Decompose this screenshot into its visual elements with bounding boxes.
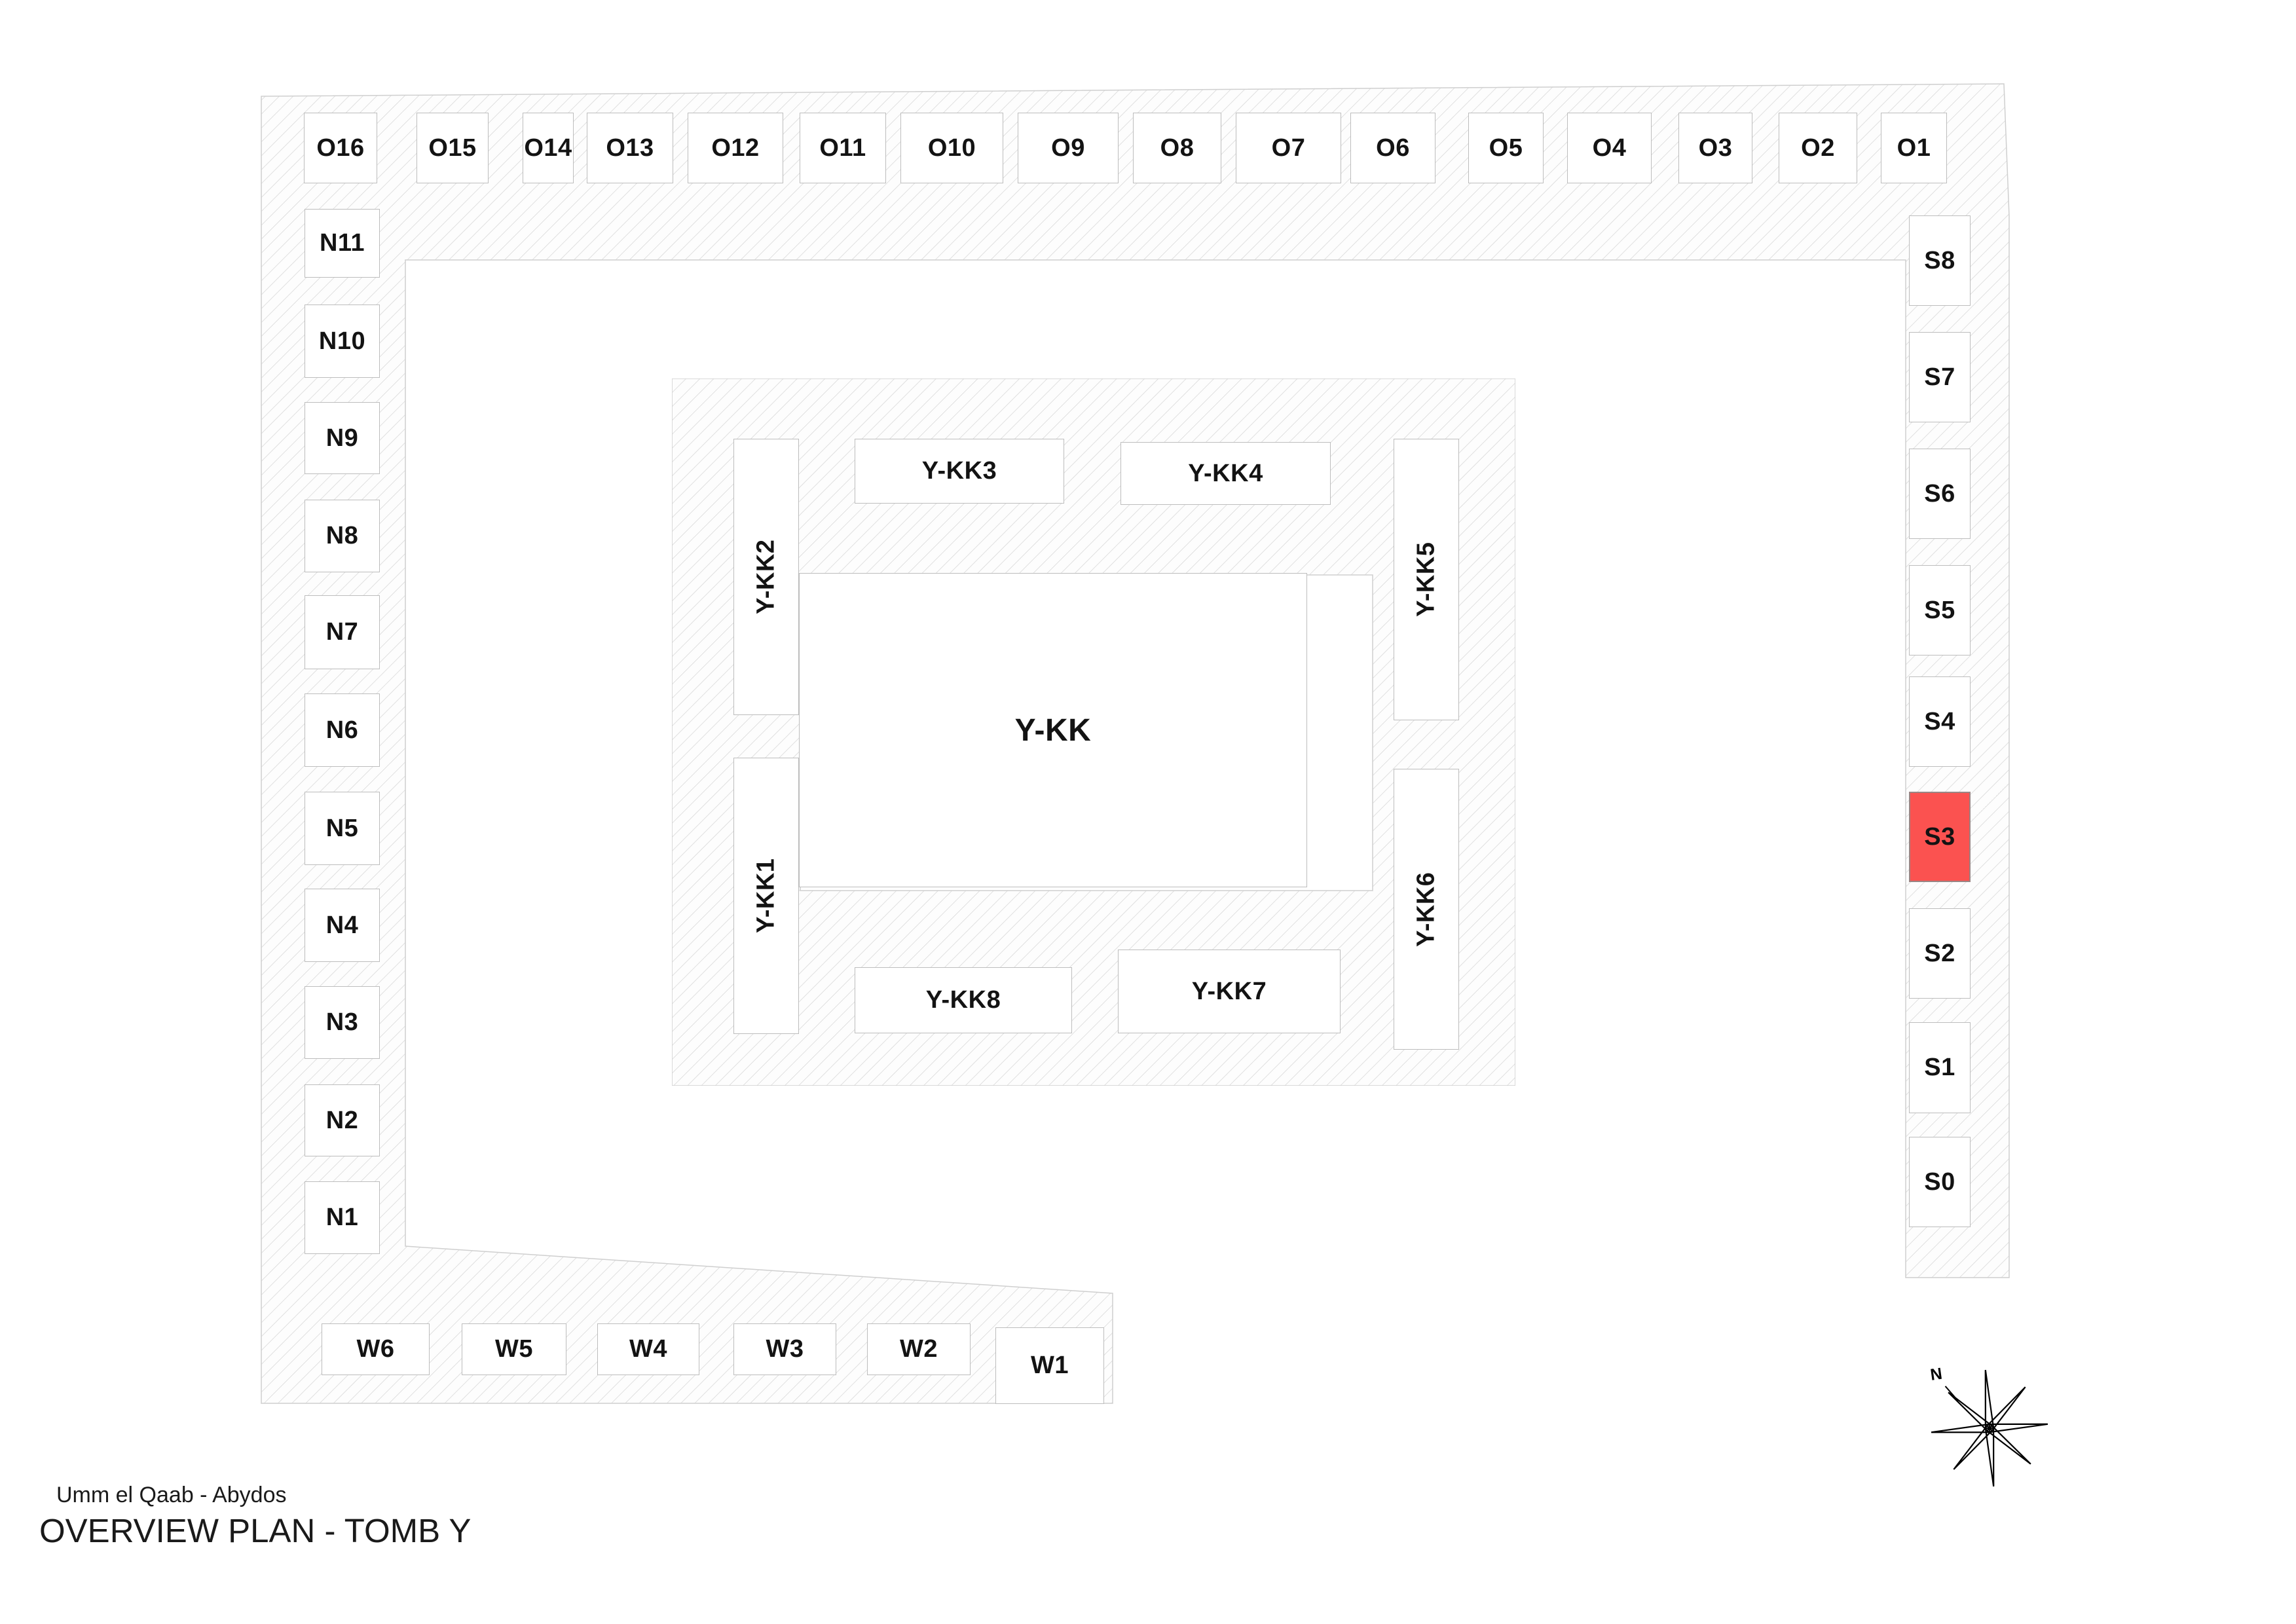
svg-text:N: N (1929, 1366, 1944, 1384)
